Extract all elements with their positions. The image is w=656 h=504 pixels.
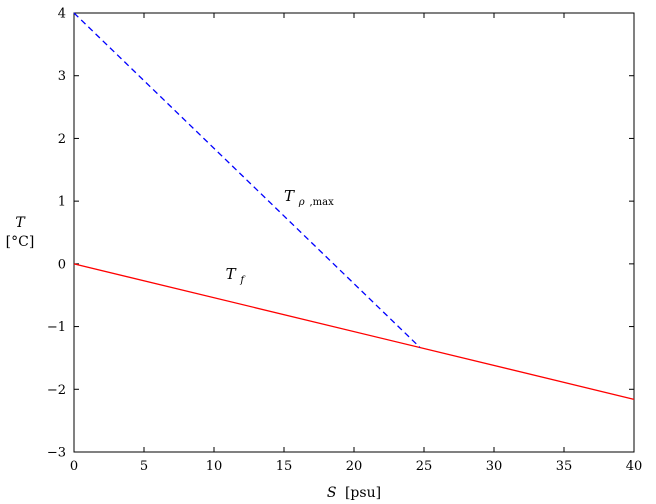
y-tick-label: 3	[58, 69, 66, 84]
x-tick-label: 35	[556, 459, 573, 474]
x-axis-label: S [psu]	[327, 485, 381, 501]
y-tick-label: 0	[58, 257, 66, 272]
ticks	[73, 12, 635, 453]
y-tick-label: −2	[47, 383, 66, 398]
x-tick-label: 20	[346, 459, 363, 474]
y-tick-label: −3	[47, 446, 66, 461]
x-axis-symbol: S	[327, 485, 337, 501]
series-label-freezing-sub: f	[239, 275, 246, 286]
x-tick-label: 15	[276, 459, 293, 474]
series-label-freezing-main: T	[226, 265, 237, 283]
x-tick-label: 40	[626, 459, 643, 474]
series-label-max-density-main: T	[284, 187, 295, 205]
x-tick-label: 30	[486, 459, 503, 474]
series-label-max-density-greek: ρ	[298, 197, 305, 208]
series-label-freezing: T f	[226, 265, 247, 286]
series-label-max-density: T ρ ,max	[284, 187, 334, 209]
y-tick-labels: 4 3 2 1 0 −1 −2 −3	[47, 7, 66, 461]
y-tick-label: 1	[58, 195, 66, 210]
y-tick-label: 4	[58, 7, 66, 22]
y-axis-unit: [°C]	[6, 234, 35, 250]
x-axis-unit: [psu]	[345, 485, 381, 501]
x-tick-label: 10	[206, 459, 223, 474]
x-tick-label: 5	[140, 459, 148, 474]
series-line-freezing	[73, 263, 635, 400]
x-tick-label: 0	[70, 459, 78, 474]
x-tick-labels: 0 5 10 15 20 25 30 35 40	[70, 459, 642, 474]
x-tick-label: 25	[416, 459, 433, 474]
plot-frame	[73, 12, 635, 453]
y-tick-label: −1	[47, 320, 66, 335]
series-line-max-density	[73, 12, 421, 348]
series-label-max-density-text: ,max	[309, 197, 334, 208]
plot-area	[73, 12, 635, 453]
y-tick-label: 2	[58, 132, 66, 147]
series	[73, 12, 635, 400]
y-axis-symbol: T	[15, 215, 26, 231]
